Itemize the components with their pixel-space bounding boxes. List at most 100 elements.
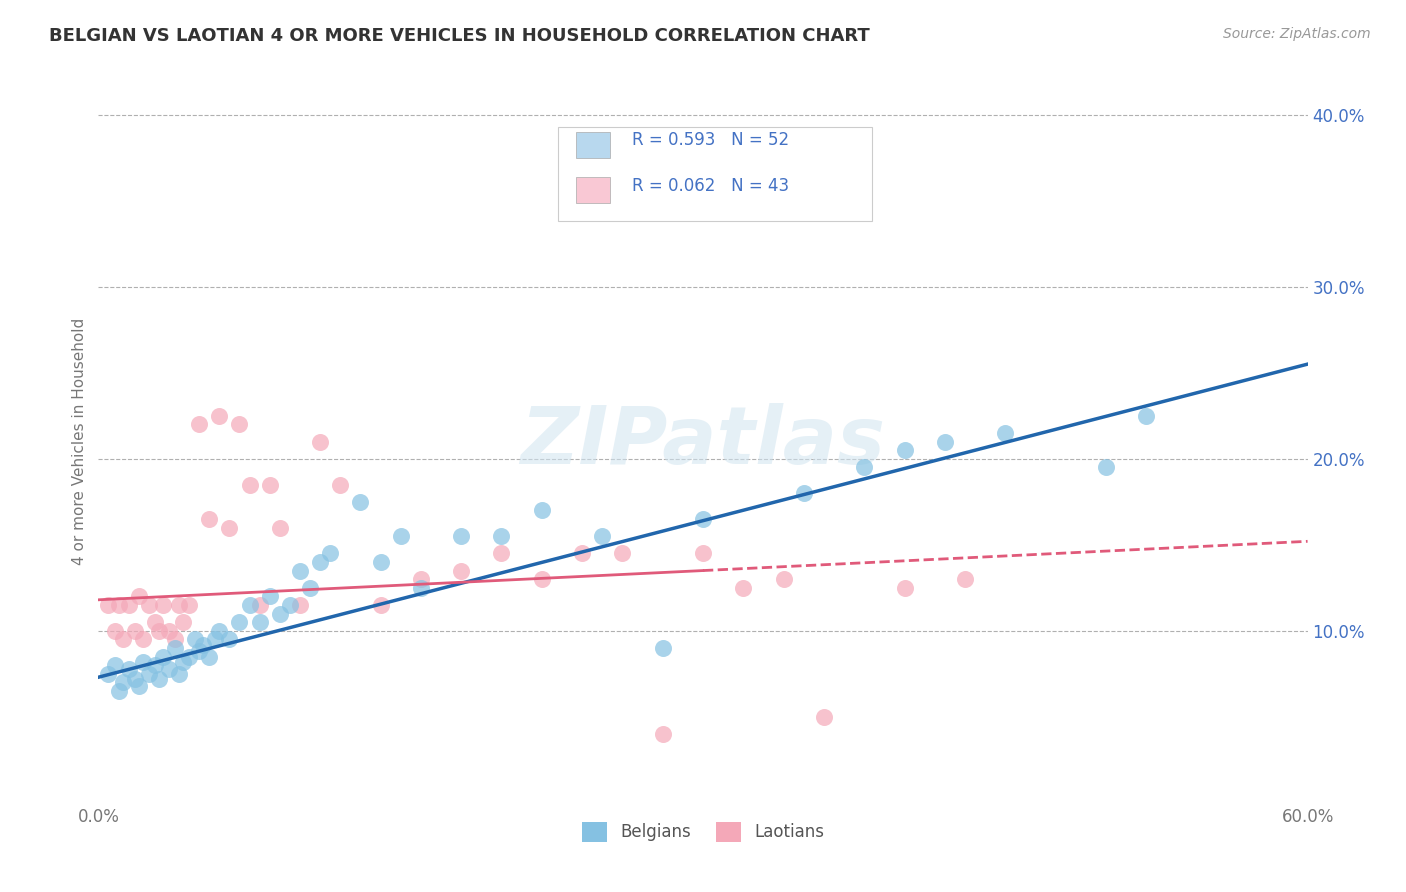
Point — [143, 615, 166, 630]
Point — [193, 638, 215, 652]
Point — [118, 598, 141, 612]
Point — [138, 598, 160, 612]
Point — [409, 572, 432, 586]
Point — [994, 425, 1017, 440]
Point — [118, 662, 141, 676]
Point — [103, 658, 125, 673]
Point — [612, 546, 634, 560]
Point — [269, 520, 291, 534]
Point — [157, 624, 180, 638]
Point — [349, 494, 371, 508]
Point — [793, 486, 815, 500]
Point — [491, 529, 513, 543]
Point — [370, 598, 392, 612]
Point — [111, 675, 134, 690]
Point — [329, 477, 352, 491]
Point — [143, 658, 166, 673]
Text: R = 0.593   N = 52: R = 0.593 N = 52 — [631, 131, 789, 149]
Point — [571, 546, 593, 560]
Point — [103, 624, 125, 638]
Point — [208, 624, 231, 638]
Point — [1095, 460, 1118, 475]
Point — [651, 640, 673, 655]
Point — [288, 598, 311, 612]
Point — [228, 417, 250, 432]
Point — [309, 434, 332, 449]
Point — [172, 615, 194, 630]
Point — [530, 572, 553, 586]
Point — [167, 666, 190, 681]
Point — [319, 546, 342, 560]
Point — [218, 632, 240, 647]
Point — [208, 409, 231, 423]
Point — [259, 590, 281, 604]
Point — [651, 727, 673, 741]
FancyBboxPatch shape — [558, 128, 872, 221]
Point — [309, 555, 332, 569]
Point — [157, 662, 180, 676]
Text: Source: ZipAtlas.com: Source: ZipAtlas.com — [1223, 27, 1371, 41]
Point — [148, 672, 170, 686]
Y-axis label: 4 or more Vehicles in Household: 4 or more Vehicles in Household — [72, 318, 87, 566]
Point — [953, 572, 976, 586]
Point — [409, 581, 432, 595]
Bar — [576, 178, 610, 203]
Point — [188, 644, 211, 658]
Point — [813, 710, 835, 724]
Point — [299, 581, 322, 595]
Point — [853, 460, 876, 475]
Point — [772, 572, 794, 586]
Point — [124, 624, 146, 638]
Point — [591, 529, 613, 543]
Point — [259, 477, 281, 491]
Point — [152, 649, 174, 664]
Point — [239, 477, 262, 491]
Point — [733, 581, 755, 595]
Point — [128, 679, 150, 693]
Text: BELGIAN VS LAOTIAN 4 OR MORE VEHICLES IN HOUSEHOLD CORRELATION CHART: BELGIAN VS LAOTIAN 4 OR MORE VEHICLES IN… — [49, 27, 870, 45]
Point — [152, 598, 174, 612]
Point — [450, 564, 472, 578]
Text: R = 0.062   N = 43: R = 0.062 N = 43 — [631, 178, 789, 195]
Point — [179, 598, 201, 612]
Point — [97, 598, 120, 612]
Point — [491, 546, 513, 560]
Point — [107, 684, 129, 698]
Point — [97, 666, 120, 681]
Point — [163, 632, 186, 647]
Point — [228, 615, 250, 630]
Point — [138, 666, 160, 681]
Point — [249, 598, 271, 612]
Point — [269, 607, 291, 621]
Point — [198, 649, 221, 664]
Point — [184, 632, 207, 647]
Point — [278, 598, 301, 612]
Point — [107, 598, 129, 612]
Bar — [576, 132, 610, 158]
Point — [204, 632, 226, 647]
Point — [124, 672, 146, 686]
Text: ZIPatlas: ZIPatlas — [520, 402, 886, 481]
Point — [111, 632, 134, 647]
Point — [148, 624, 170, 638]
Point — [249, 615, 271, 630]
Point — [450, 529, 472, 543]
Point — [239, 598, 262, 612]
Point — [893, 443, 915, 458]
Point — [188, 417, 211, 432]
Point — [934, 434, 956, 449]
Point — [893, 581, 915, 595]
Point — [163, 640, 186, 655]
Legend: Belgians, Laotians: Belgians, Laotians — [575, 815, 831, 848]
Point — [132, 655, 155, 669]
Point — [692, 512, 714, 526]
Point — [198, 512, 221, 526]
Point — [128, 590, 150, 604]
Point — [172, 655, 194, 669]
Point — [389, 529, 412, 543]
Point — [132, 632, 155, 647]
Point — [288, 564, 311, 578]
Point — [218, 520, 240, 534]
Point — [1135, 409, 1157, 423]
Point — [179, 649, 201, 664]
